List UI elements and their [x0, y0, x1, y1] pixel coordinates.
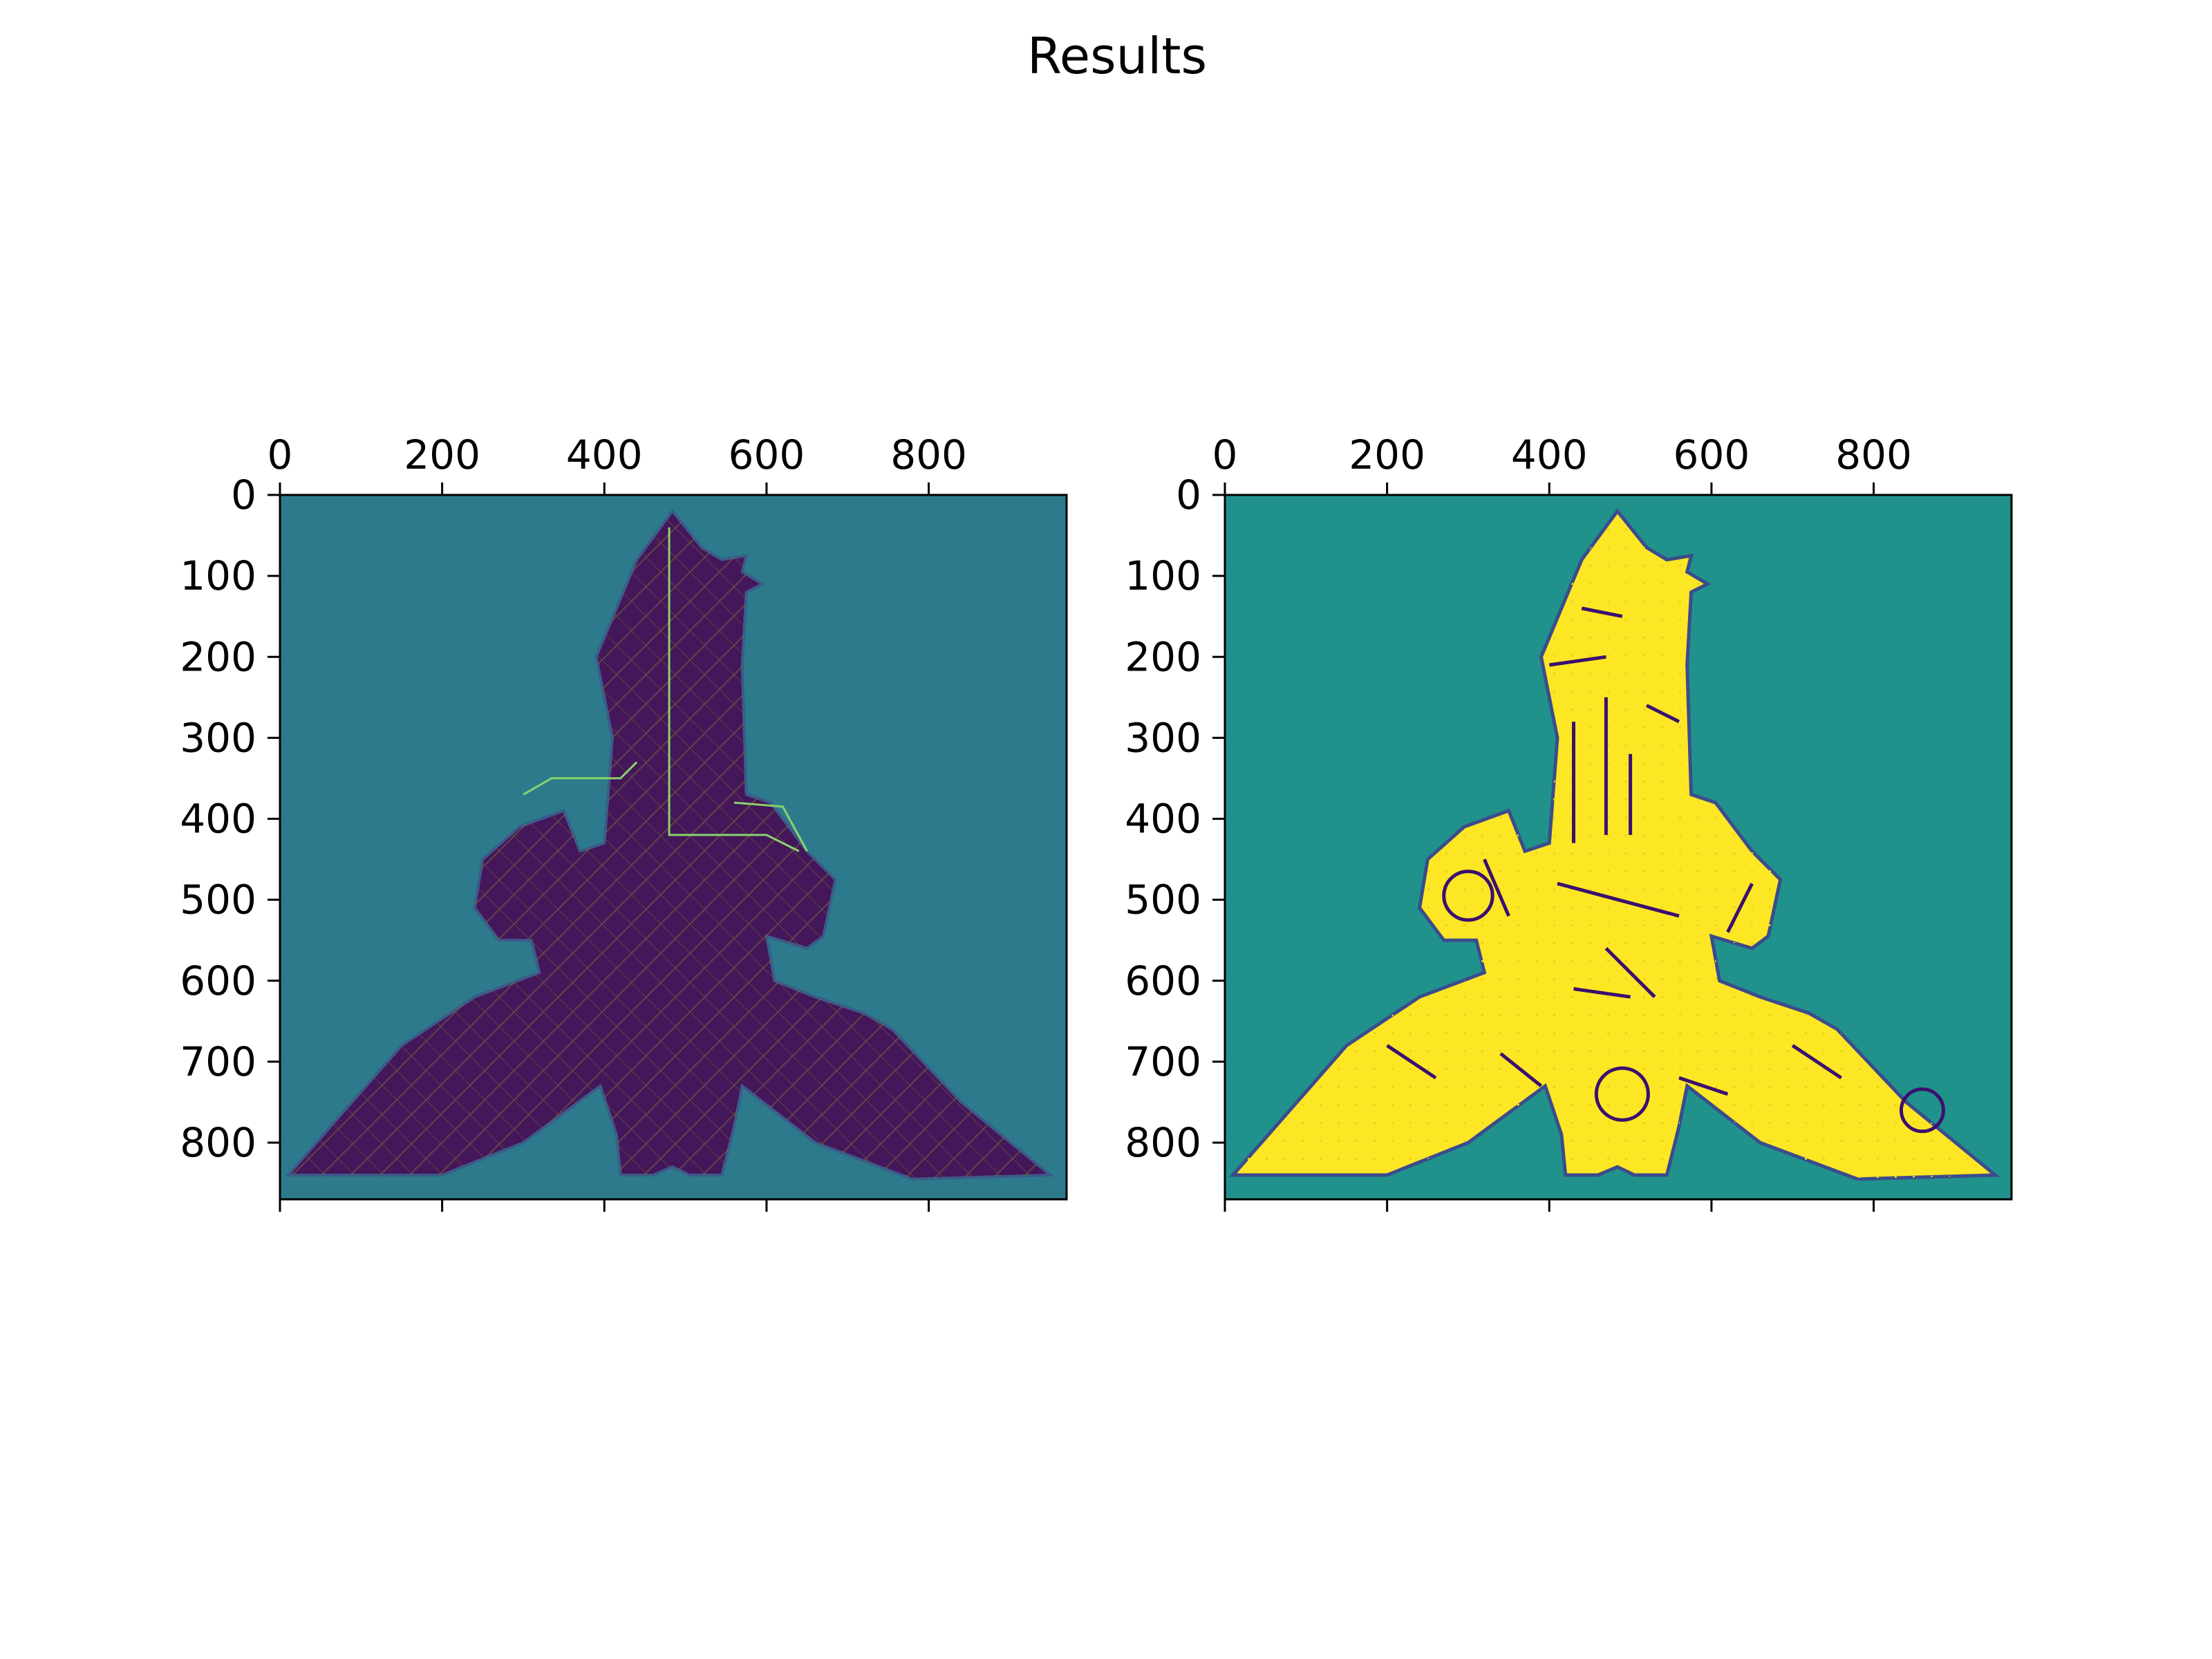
right-edge-segment — [1791, 1044, 1842, 1080]
right-axis-ticks: 0 200 400 600 800 0 100 200 300 400 500 600 700 800 — [1125, 431, 1912, 1212]
left-y-tick-label: 0 — [231, 471, 256, 518]
left-image-panel: 0 200 400 600 800 0 100 200 300 400 500 600 700 800 — [180, 431, 1068, 1212]
right-edge-segment — [1573, 987, 1631, 999]
left-y-tick-label: 300 — [180, 714, 256, 761]
right-y-tick-label: 700 — [1125, 1038, 1201, 1085]
right-y-tick-label: 200 — [1125, 633, 1201, 680]
right-edge-segment — [1726, 883, 1754, 933]
left-x-tick-label: 600 — [729, 431, 805, 478]
right-edge-ring — [1594, 1066, 1650, 1122]
right-edge-segment — [1386, 1044, 1437, 1080]
right-edge-segment — [1483, 859, 1510, 917]
right-edge-ring — [1442, 870, 1494, 922]
right-y-tick-label: 500 — [1125, 877, 1201, 924]
right-shape-speckle — [1232, 511, 1996, 1179]
left-route-line — [668, 527, 800, 852]
right-edge-lines — [1386, 606, 1945, 1134]
left-x-tick-label: 200 — [404, 431, 480, 478]
right-x-tick-label: 400 — [1511, 431, 1588, 478]
right-y-tick-label: 300 — [1125, 714, 1201, 761]
left-y-tick-label: 100 — [180, 552, 256, 599]
left-y-tick-label: 700 — [180, 1038, 256, 1085]
left-route-line — [523, 761, 638, 796]
left-y-tick-label: 600 — [180, 957, 256, 1004]
figure-title: Results — [1027, 27, 1207, 85]
left-y-tick-label: 400 — [180, 796, 256, 843]
right-y-tick-label: 800 — [1125, 1119, 1201, 1166]
right-edge-segment — [1581, 606, 1623, 619]
right-y-tick-label: 600 — [1125, 957, 1201, 1004]
right-y-tick-label: 0 — [1176, 471, 1201, 518]
left-y-tick-label: 500 — [180, 877, 256, 924]
right-edge-segment — [1678, 1076, 1729, 1096]
left-x-tick-label: 0 — [268, 431, 293, 478]
left-shape-crosshatching — [288, 511, 1051, 1179]
left-x-tick-label: 400 — [566, 431, 643, 478]
left-x-tick-label: 800 — [890, 431, 967, 478]
right-x-tick-label: 600 — [1674, 431, 1750, 478]
right-edge-segment — [1645, 704, 1680, 724]
right-axes-frame — [1224, 494, 2013, 1201]
left-route-line — [733, 801, 808, 852]
right-y-tick-label: 400 — [1125, 796, 1201, 843]
left-y-tick-label: 800 — [180, 1119, 256, 1166]
right-edge-segment — [1499, 1052, 1543, 1087]
right-x-tick-label: 0 — [1212, 431, 1238, 478]
right-edge-segment — [1604, 947, 1656, 998]
right-edge-segment — [1557, 881, 1680, 918]
right-x-tick-label: 800 — [1835, 431, 1912, 478]
left-axes-frame — [279, 494, 1068, 1201]
right-y-tick-label: 100 — [1125, 552, 1201, 599]
right-edge-segment — [1548, 655, 1606, 667]
left-axis-ticks: 0 200 400 600 800 0 100 200 300 400 500 600 700 800 — [180, 431, 967, 1212]
right-x-tick-label: 200 — [1349, 431, 1425, 478]
left-y-tick-label: 200 — [180, 633, 256, 680]
right-image-panel: 0 200 400 600 800 0 100 200 300 400 500 600 700 800 — [1125, 431, 2013, 1212]
right-edge-ring — [1899, 1087, 1945, 1134]
